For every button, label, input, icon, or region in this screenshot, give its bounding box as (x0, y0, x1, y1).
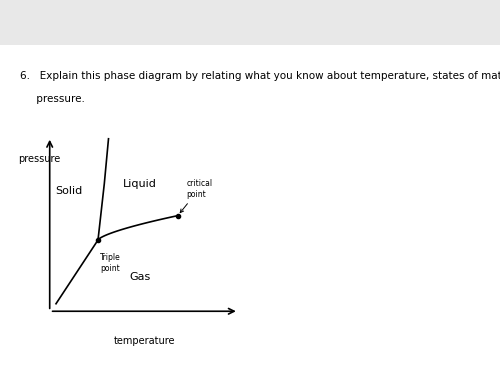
Text: Liquid: Liquid (123, 179, 157, 189)
Text: pressure: pressure (18, 154, 60, 164)
Text: Solid: Solid (55, 186, 82, 196)
Text: temperature: temperature (114, 336, 175, 346)
Text: Triple
point: Triple point (100, 253, 121, 273)
Text: pressure.: pressure. (20, 94, 85, 104)
Text: critical
point: critical point (180, 179, 212, 213)
Text: Gas: Gas (130, 273, 150, 282)
Text: 6.   Explain this phase diagram by relating what you know about temperature, sta: 6. Explain this phase diagram by relatin… (20, 71, 500, 81)
